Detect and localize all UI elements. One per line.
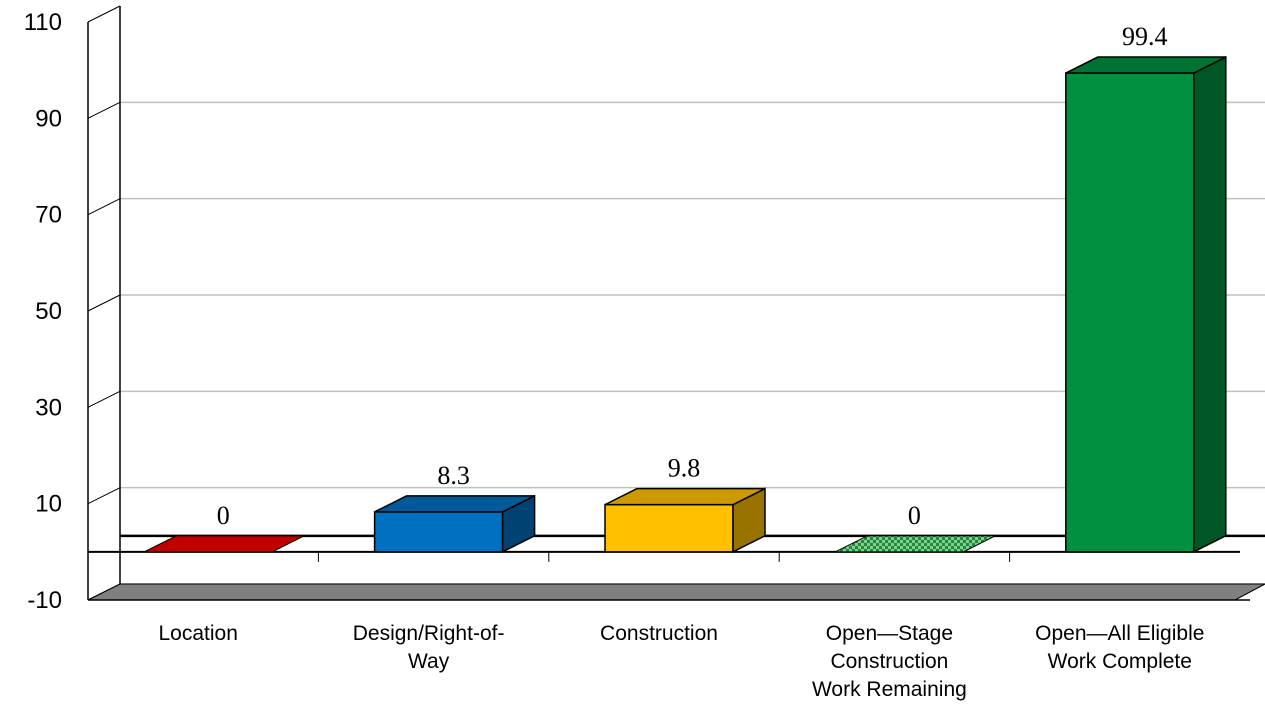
ytick-mark — [87, 101, 121, 119]
data-label: 0 — [908, 501, 921, 530]
data-label: 0 — [217, 501, 230, 530]
bar-flat — [143, 535, 305, 553]
category-label: Design/Right-of- — [353, 622, 505, 645]
ytick-mark — [87, 198, 121, 216]
ytick-label: 30 — [35, 394, 62, 421]
ytick-mark — [87, 5, 121, 23]
data-label: 8.3 — [437, 461, 470, 490]
bar-front — [373, 511, 504, 553]
bar-side — [1193, 55, 1227, 554]
ytick-mark — [87, 294, 121, 312]
bar — [604, 487, 766, 554]
bar-top — [374, 495, 535, 513]
category-label: Construction — [830, 650, 948, 673]
data-label: 9.8 — [668, 454, 701, 483]
category-label: Work Complete — [1048, 650, 1192, 673]
bar — [1065, 55, 1227, 554]
bar-top — [1065, 56, 1227, 74]
bars — [143, 55, 1227, 554]
ytick-label: 90 — [35, 105, 62, 132]
category-label: Open—Stage — [826, 622, 953, 645]
ytick-label: 110 — [24, 9, 62, 36]
ytick-mark — [87, 487, 121, 505]
ytick-label: 50 — [35, 298, 62, 325]
bar-top — [604, 487, 766, 506]
ytick-label: 70 — [35, 202, 62, 229]
ytick-label: -10 — [27, 587, 62, 614]
bar-front — [604, 503, 734, 553]
data-label: 99.4 — [1122, 22, 1168, 51]
labels: 110 90 70 50 30 10 -10 0 Location 8.3 Design/Right… — [24, 9, 1205, 701]
category-label: Way — [408, 650, 450, 673]
category-label: Construction — [600, 622, 718, 645]
bar-flat — [835, 535, 996, 553]
floor — [87, 583, 1265, 601]
ytick-mark — [87, 390, 121, 408]
category-label: Open—All Eligible — [1035, 622, 1204, 645]
bar-front — [1065, 72, 1195, 553]
bar — [835, 535, 996, 553]
bar — [373, 494, 536, 554]
category-label: Work Remaining — [812, 678, 967, 701]
bar — [143, 535, 305, 553]
category-label: Location — [158, 622, 237, 645]
ytick-label: 10 — [35, 491, 62, 518]
